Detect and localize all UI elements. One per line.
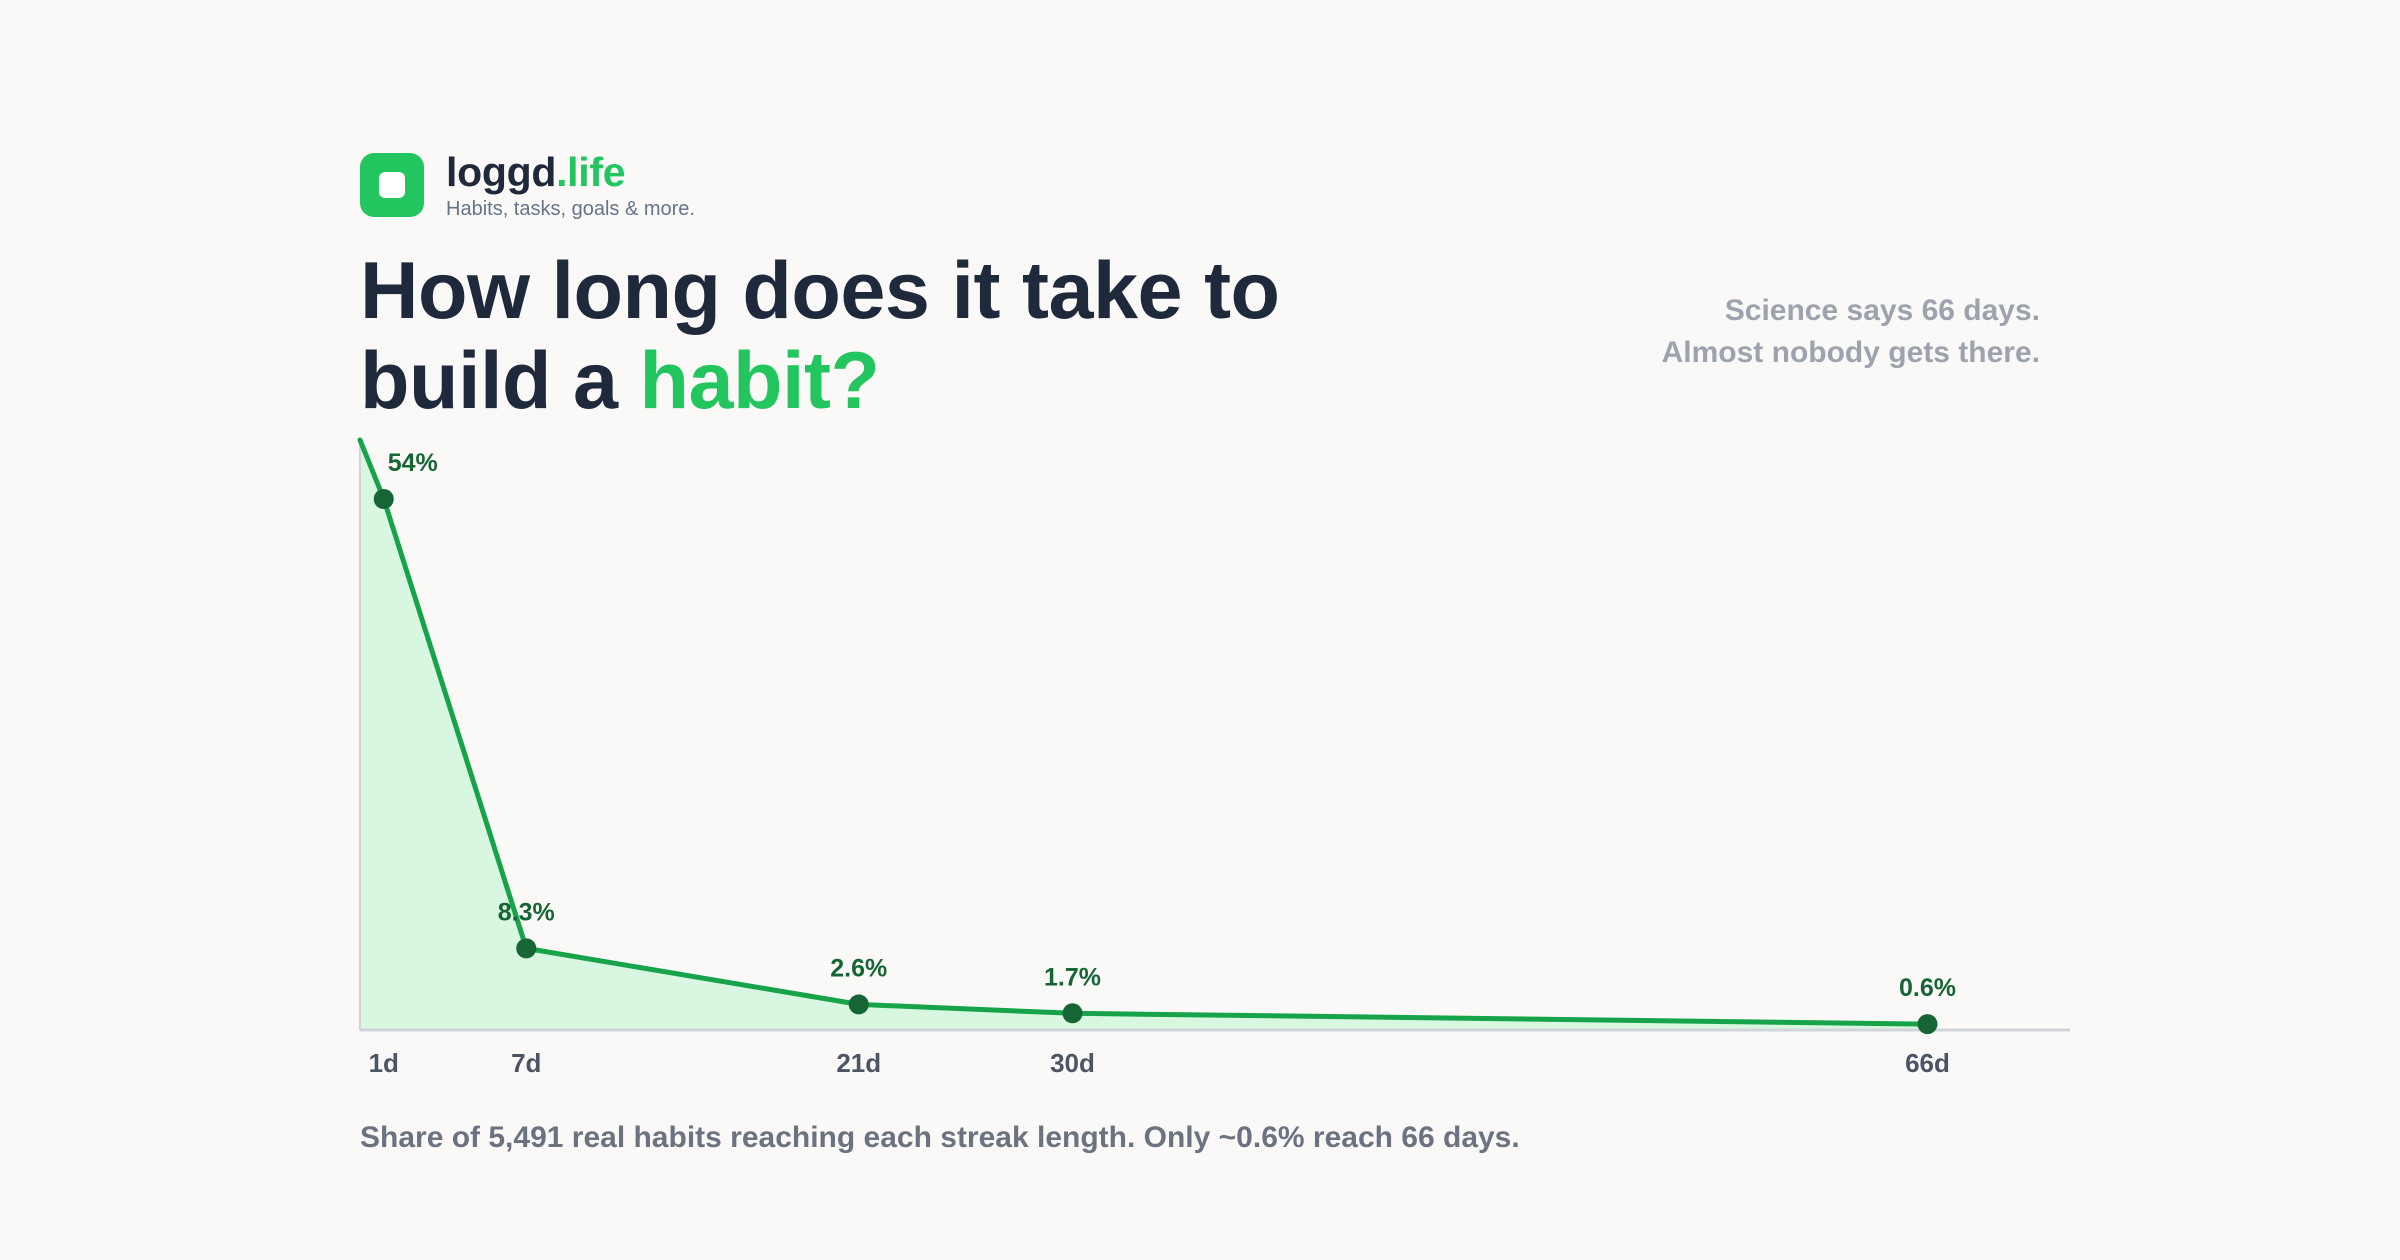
data-point: [516, 938, 537, 959]
chart-caption: Share of 5,491 real habits reaching each…: [360, 1121, 1520, 1154]
data-label: 1.7%: [1044, 963, 1101, 991]
brand-name-tld: .life: [556, 149, 626, 195]
x-tick-label: 66d: [1905, 1048, 1950, 1078]
data-point: [1062, 1003, 1083, 1024]
x-tick-label: 7d: [511, 1048, 541, 1078]
page-title-line1: How long does it take to: [360, 246, 1280, 336]
data-label: 54%: [388, 449, 438, 477]
data-label: 0.6%: [1899, 974, 1956, 1002]
brand-text: loggd.life Habits, tasks, goals & more.: [446, 149, 695, 221]
x-tick-label: 1d: [369, 1048, 399, 1078]
brand-name: loggd.life: [446, 149, 695, 195]
brand-tagline: Habits, tasks, goals & more.: [446, 198, 695, 220]
x-tick-label: 21d: [836, 1048, 881, 1078]
page-title: How long does it take to build a habit?: [360, 246, 1280, 426]
x-tick-label: 30d: [1050, 1048, 1095, 1078]
page-title-accent: habit?: [639, 336, 880, 426]
data-label: 8.3%: [498, 898, 555, 926]
brand: loggd.life Habits, tasks, goals & more.: [360, 149, 695, 221]
data-point: [1917, 1014, 1938, 1035]
aside-note-line1: Science says 66 days.: [1724, 294, 2040, 327]
aside-note: Science says 66 days. Almost nobody gets…: [1662, 290, 2040, 374]
data-label: 2.6%: [830, 954, 887, 982]
data-point: [373, 489, 394, 509]
brand-name-main: loggd: [446, 149, 557, 195]
series-line: [357, 437, 1930, 1027]
page-title-line2-prefix: build a: [360, 336, 640, 426]
aside-note-line2: Almost nobody gets there.: [1661, 336, 2040, 369]
logo-icon: [360, 153, 424, 217]
data-point: [848, 994, 869, 1015]
area-fill: [360, 440, 1928, 1030]
